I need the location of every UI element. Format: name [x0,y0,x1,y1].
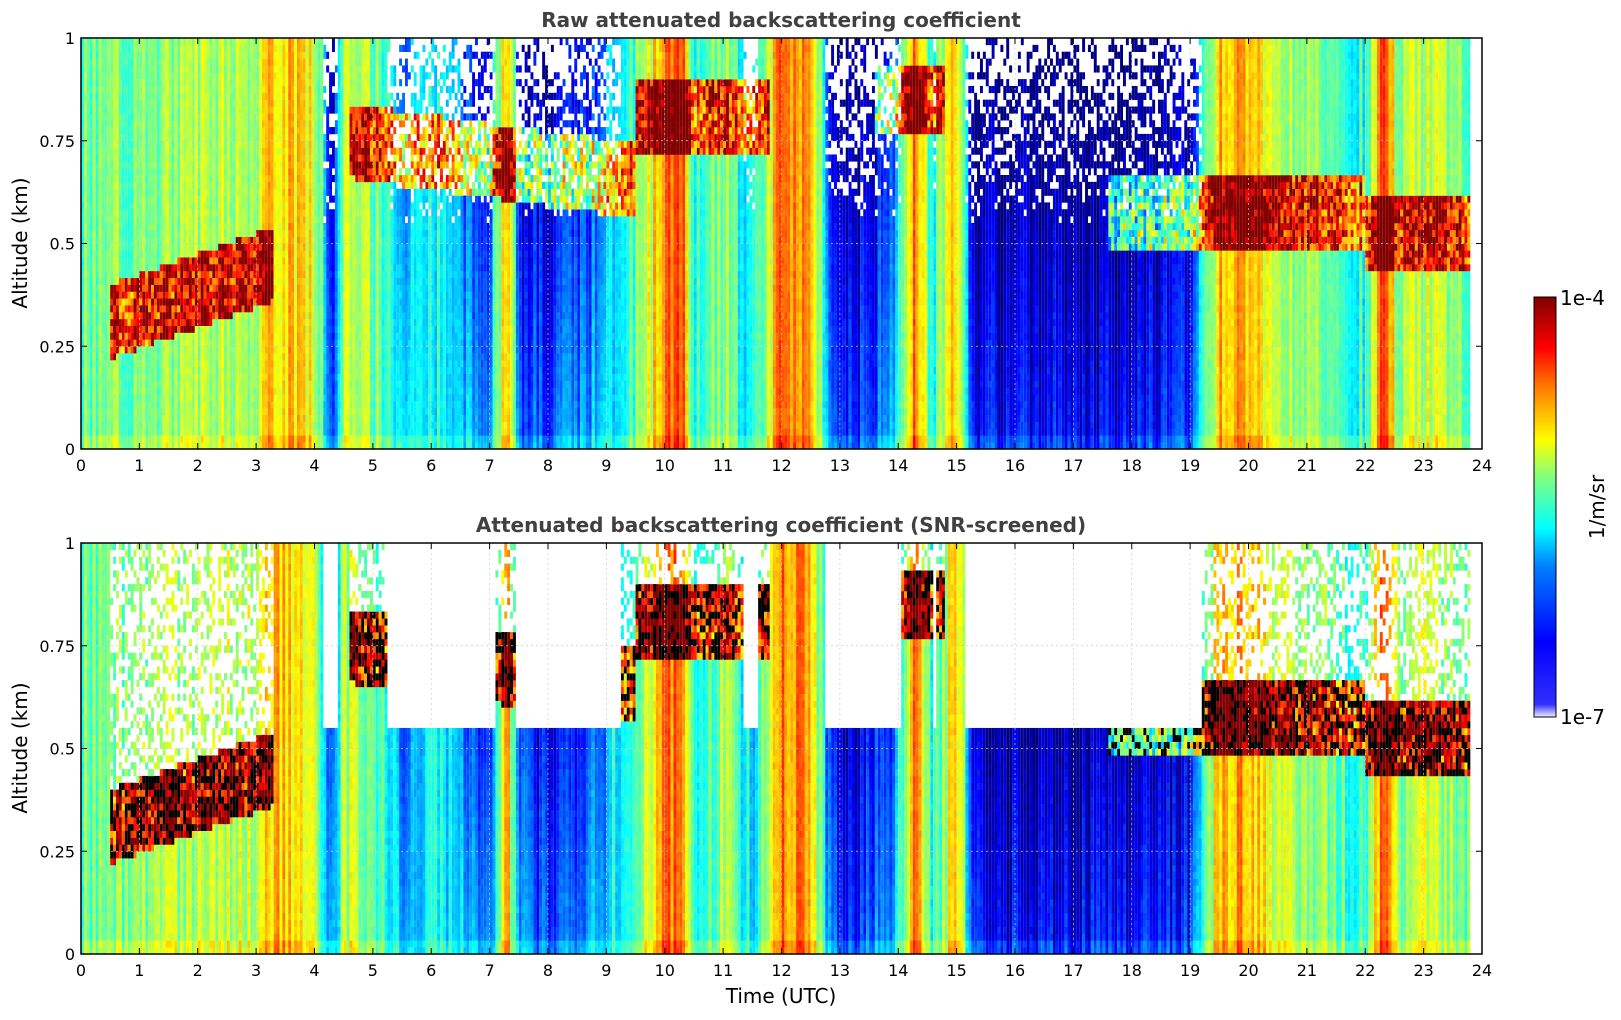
x-tick-label: 22 [1355,961,1375,980]
x-tick-label: 22 [1355,456,1375,475]
x-tick-label: 20 [1238,961,1258,980]
x-tick-label: 21 [1297,961,1317,980]
x-tick-label: 16 [1005,456,1025,475]
x-tick-label: 2 [193,961,203,980]
colorbar: 1e-4 1e-7 1/m/sr [1534,286,1609,729]
raw-y-axis-label: Altitude (km) [8,177,32,308]
x-tick-label: 18 [1122,456,1142,475]
x-tick-label: 23 [1413,456,1433,475]
raw-backscatter-panel: Raw attenuated backscattering coefficien… [8,8,1492,475]
x-tick-label: 8 [543,456,553,475]
colorbar-min-label: 1e-7 [1560,705,1605,729]
x-tick-label: 6 [426,961,436,980]
x-tick-label: 7 [485,961,495,980]
x-tick-label: 14 [888,961,908,980]
x-tick-label: 9 [601,961,611,980]
x-tick-label: 5 [368,456,378,475]
x-tick-label: 0 [76,961,86,980]
x-tick-label: 1 [134,456,144,475]
x-tick-label: 8 [543,961,553,980]
y-tick-label: 0.75 [39,132,75,151]
x-tick-label: 11 [713,456,733,475]
x-tick-label: 21 [1297,456,1317,475]
y-tick-label: 0.25 [39,842,75,861]
y-tick-label: 1 [65,534,75,553]
y-tick-label: 1 [65,29,75,48]
colorbar-gradient [1534,297,1556,717]
screened-y-axis-label: Altitude (km) [8,682,32,813]
x-tick-label: 10 [655,961,675,980]
x-tick-label: 0 [76,456,86,475]
x-tick-label: 18 [1122,961,1142,980]
x-tick-label: 24 [1472,456,1492,475]
x-tick-label: 16 [1005,961,1025,980]
x-tick-label: 10 [655,456,675,475]
screened-panel-title: Attenuated backscattering coefficient (S… [476,513,1086,537]
x-tick-label: 19 [1180,961,1200,980]
x-tick-label: 23 [1413,961,1433,980]
y-tick-label: 0 [65,945,75,964]
x-tick-label: 2 [193,456,203,475]
y-tick-label: 0.5 [50,740,75,759]
x-tick-label: 17 [1063,961,1083,980]
y-tick-label: 0.75 [39,637,75,656]
x-tick-label: 12 [771,961,791,980]
x-tick-label: 4 [309,456,319,475]
y-tick-label: 0.25 [39,337,75,356]
x-tick-label: 1 [134,961,144,980]
x-tick-label: 4 [309,961,319,980]
x-tick-label: 13 [830,456,850,475]
x-tick-label: 5 [368,961,378,980]
screened-backscatter-panel: Attenuated backscattering coefficient (S… [8,513,1492,1008]
y-tick-label: 0.5 [50,235,75,254]
x-tick-label: 3 [251,961,261,980]
x-tick-label: 11 [713,961,733,980]
x-tick-label: 6 [426,456,436,475]
y-tick-label: 0 [65,440,75,459]
x-tick-label: 19 [1180,456,1200,475]
x-tick-label: 3 [251,456,261,475]
x-tick-label: 24 [1472,961,1492,980]
x-tick-label: 20 [1238,456,1258,475]
x-tick-label: 14 [888,456,908,475]
x-tick-label: 7 [485,456,495,475]
x-tick-label: 9 [601,456,611,475]
x-axis-label: Time (UTC) [725,984,837,1008]
x-tick-label: 15 [946,456,966,475]
x-tick-label: 17 [1063,456,1083,475]
colorbar-max-label: 1e-4 [1560,286,1605,310]
colorbar-unit-label: 1/m/sr [1585,474,1609,539]
x-tick-label: 15 [946,961,966,980]
raw-panel-title: Raw attenuated backscattering coefficien… [541,8,1021,32]
x-tick-label: 13 [830,961,850,980]
x-tick-label: 12 [771,456,791,475]
